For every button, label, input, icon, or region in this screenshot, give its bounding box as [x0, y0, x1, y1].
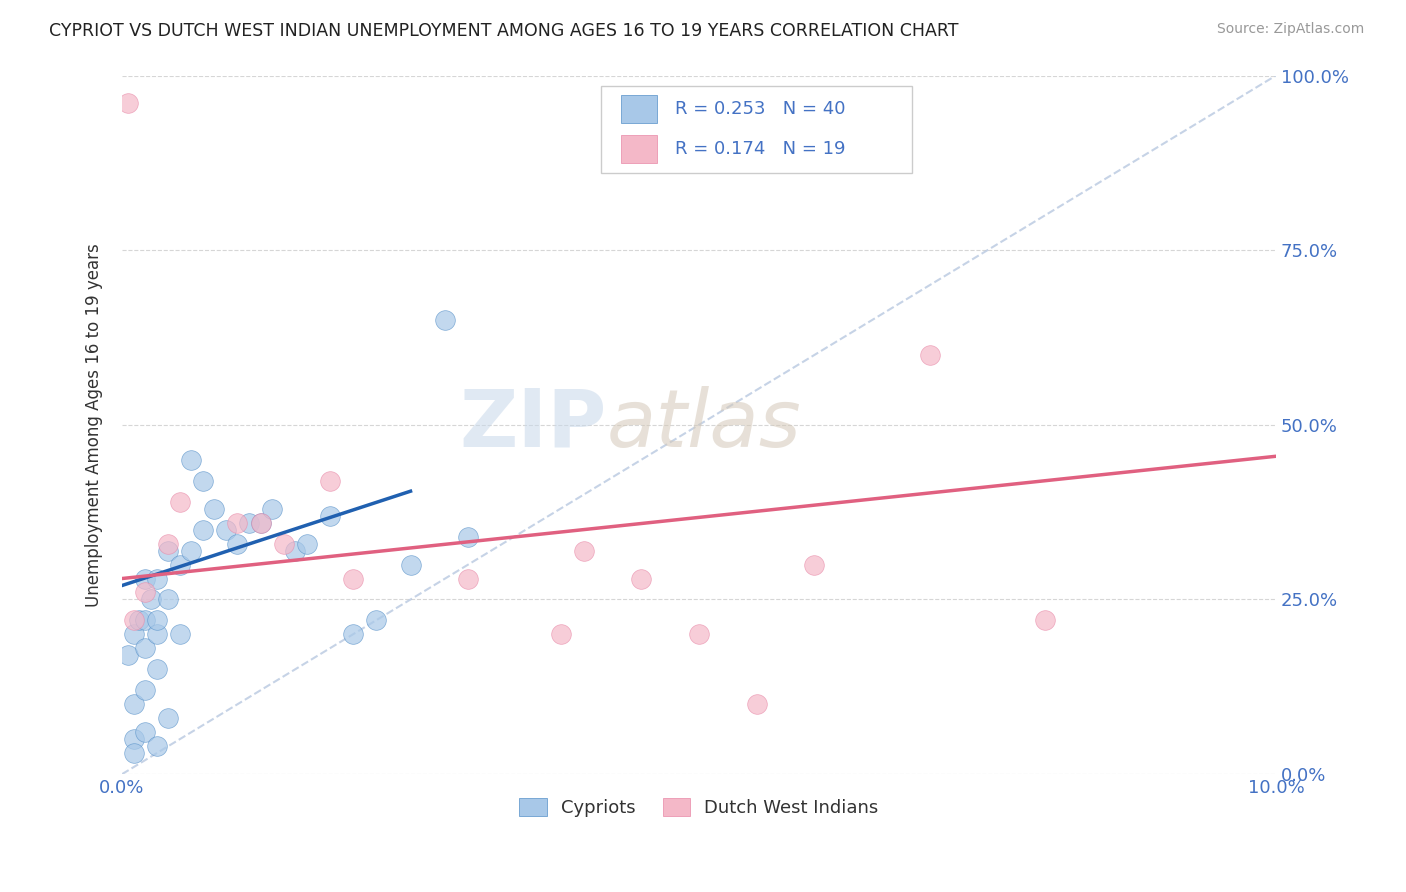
- Text: R = 0.174   N = 19: R = 0.174 N = 19: [675, 140, 845, 158]
- Point: [169, 627, 191, 641]
- Point: [157, 536, 180, 550]
- Point: [145, 614, 167, 628]
- Point: [226, 516, 249, 530]
- FancyBboxPatch shape: [600, 86, 912, 173]
- Point: [319, 474, 342, 488]
- Point: [117, 96, 139, 111]
- Text: ZIP: ZIP: [460, 386, 607, 464]
- Point: [122, 746, 145, 760]
- Point: [319, 508, 342, 523]
- Point: [180, 452, 202, 467]
- Point: [434, 313, 457, 327]
- Point: [745, 698, 768, 712]
- Point: [134, 572, 156, 586]
- Point: [295, 536, 318, 550]
- Point: [139, 592, 162, 607]
- Point: [1033, 614, 1056, 628]
- Point: [238, 516, 260, 530]
- Point: [145, 662, 167, 676]
- Point: [457, 572, 479, 586]
- Point: [128, 614, 150, 628]
- Point: [630, 572, 652, 586]
- Point: [191, 523, 214, 537]
- Point: [169, 558, 191, 572]
- Point: [202, 501, 225, 516]
- Point: [191, 474, 214, 488]
- Point: [284, 543, 307, 558]
- Text: R = 0.253   N = 40: R = 0.253 N = 40: [675, 100, 845, 118]
- Point: [180, 543, 202, 558]
- Point: [572, 543, 595, 558]
- Point: [249, 516, 271, 530]
- Text: atlas: atlas: [607, 386, 801, 464]
- Point: [457, 530, 479, 544]
- Point: [688, 627, 710, 641]
- Text: CYPRIOT VS DUTCH WEST INDIAN UNEMPLOYMENT AMONG AGES 16 TO 19 YEARS CORRELATION : CYPRIOT VS DUTCH WEST INDIAN UNEMPLOYMEN…: [49, 22, 959, 40]
- Point: [145, 739, 167, 754]
- Point: [122, 698, 145, 712]
- Point: [249, 516, 271, 530]
- Point: [134, 725, 156, 739]
- Point: [145, 572, 167, 586]
- Text: Source: ZipAtlas.com: Source: ZipAtlas.com: [1216, 22, 1364, 37]
- Point: [803, 558, 825, 572]
- Y-axis label: Unemployment Among Ages 16 to 19 years: Unemployment Among Ages 16 to 19 years: [86, 243, 103, 607]
- Point: [134, 585, 156, 599]
- Point: [145, 627, 167, 641]
- Point: [364, 614, 387, 628]
- FancyBboxPatch shape: [620, 135, 658, 163]
- FancyBboxPatch shape: [620, 95, 658, 123]
- Point: [342, 572, 364, 586]
- Point: [273, 536, 295, 550]
- Point: [122, 627, 145, 641]
- Point: [117, 648, 139, 663]
- Point: [342, 627, 364, 641]
- Point: [260, 501, 283, 516]
- Legend: Cypriots, Dutch West Indians: Cypriots, Dutch West Indians: [512, 790, 886, 824]
- Point: [215, 523, 238, 537]
- Point: [157, 592, 180, 607]
- Point: [134, 614, 156, 628]
- Point: [122, 614, 145, 628]
- Point: [134, 641, 156, 656]
- Point: [550, 627, 572, 641]
- Point: [169, 494, 191, 508]
- Point: [399, 558, 422, 572]
- Point: [122, 732, 145, 747]
- Point: [918, 348, 941, 362]
- Point: [134, 683, 156, 698]
- Point: [226, 536, 249, 550]
- Point: [157, 711, 180, 725]
- Point: [157, 543, 180, 558]
